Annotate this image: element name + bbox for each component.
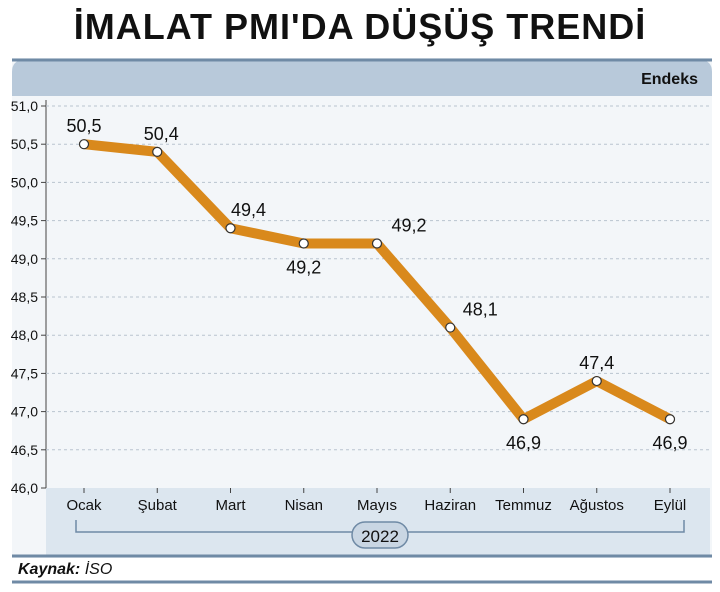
data-labels: 50,5 50,4 49,4 49,2 49,2 48,1 46,9 47,4 46,9 — [66, 116, 687, 453]
y-tick-label: 51,0 — [11, 98, 38, 114]
y-tick-label: 48,0 — [11, 327, 38, 343]
data-label: 47,4 — [579, 353, 614, 373]
x-tick-label: Ağustos — [570, 497, 624, 514]
x-tick-label: Temmuz — [495, 497, 552, 514]
data-point — [445, 322, 456, 333]
y-tick-label: 47,0 — [11, 404, 38, 420]
year-label: 2022 — [361, 527, 399, 546]
y-tick-label: 49,5 — [11, 213, 38, 229]
y-tick-label: 46,5 — [11, 442, 38, 458]
year-pill — [351, 521, 409, 549]
chart-panel — [12, 58, 712, 558]
source-value: İSO — [84, 561, 113, 578]
data-label: 49,4 — [231, 200, 266, 220]
data-point — [591, 375, 602, 387]
x-tick-label: Mayıs — [357, 497, 397, 514]
x-tick-label: Haziran — [424, 497, 476, 514]
data-label: 50,4 — [144, 124, 179, 144]
data-label: 50,5 — [66, 116, 101, 136]
chart-title: İMALAT PMI'DA DÜŞÜŞ TRENDİ — [73, 6, 647, 47]
data-point — [518, 414, 529, 425]
y-tick-label: 48,5 — [11, 289, 38, 305]
data-point — [78, 139, 90, 150]
x-axis: Ocak Şubat Mart Nisan Mayıs Haziran Temmuz Ağus… — [66, 488, 686, 514]
y-tick-label: 46,0 — [11, 480, 38, 496]
y-tick-label: 49,0 — [11, 251, 38, 267]
unit-label: Endeks — [641, 71, 698, 88]
y-tick-label: 50,0 — [11, 174, 38, 190]
y-tick-label: 50,5 — [11, 136, 38, 152]
data-label: 46,9 — [506, 433, 541, 453]
header-band — [12, 60, 712, 96]
chart-grid — [46, 105, 710, 451]
data-label: 48,1 — [463, 300, 498, 320]
chart-frame — [12, 58, 712, 584]
data-point — [664, 414, 676, 425]
x-tick-label: Eylül — [654, 497, 687, 514]
data-point — [152, 146, 163, 157]
data-point — [298, 238, 309, 249]
x-tick-label: Nisan — [285, 497, 323, 514]
data-label: 49,2 — [286, 258, 321, 278]
source-note: Kaynak: İSO — [18, 561, 112, 579]
data-label: 46,9 — [652, 433, 687, 453]
data-point — [371, 238, 383, 249]
y-tick-label: 47,5 — [11, 365, 38, 381]
data-label: 49,2 — [391, 216, 426, 236]
data-point — [225, 223, 236, 234]
source-label: Kaynak: — [18, 561, 81, 578]
x-tick-label: Mart — [216, 497, 247, 514]
x-tick-label: Şubat — [138, 497, 178, 514]
x-tick-label: Ocak — [66, 497, 102, 514]
y-axis: 46,0 46,5 47,0 47,5 48,0 48,5 49,0 49,5 50,0 50,5… — [11, 98, 46, 496]
series-line — [78, 139, 676, 425]
